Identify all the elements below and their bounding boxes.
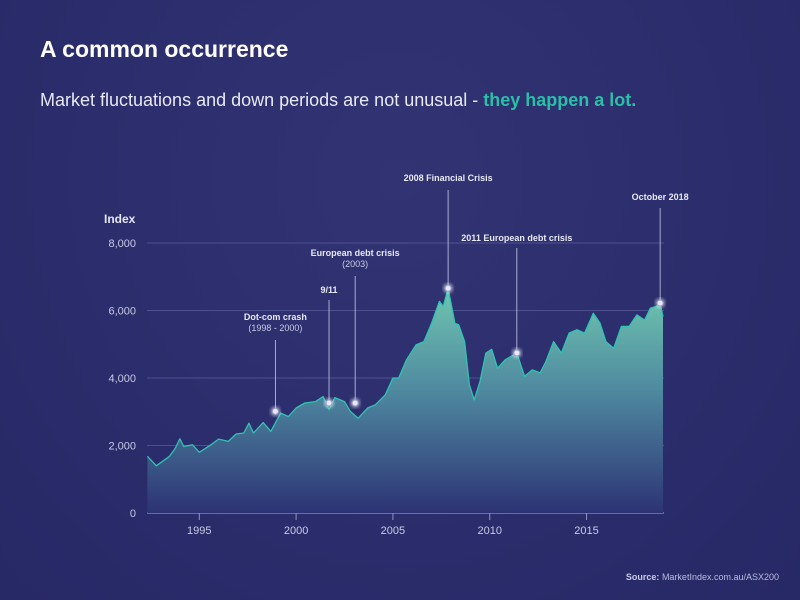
annotation-sublabel: (1998 - 2000) bbox=[248, 323, 302, 333]
annotation-marker bbox=[351, 399, 359, 407]
source-note: Source: MarketIndex.com.au/ASX200 bbox=[626, 572, 779, 582]
annotation: Dot-com crash(1998 - 2000) bbox=[244, 312, 307, 417]
y-tick-label: 0 bbox=[130, 508, 136, 520]
annotation-label: 2011 European debt crisis bbox=[461, 233, 572, 243]
y-tick-label: 2,000 bbox=[108, 441, 136, 453]
y-tick-label: 8,000 bbox=[108, 238, 136, 250]
annotation-label: European debt crisis bbox=[311, 248, 400, 258]
annotation-marker bbox=[513, 349, 521, 357]
annotation-sublabel: (2003) bbox=[342, 259, 368, 269]
page-title: A common occurrence bbox=[40, 36, 289, 62]
index-line bbox=[146, 287, 664, 467]
x-tick-label: 2010 bbox=[477, 525, 501, 537]
y-tick-label: 6,000 bbox=[108, 306, 136, 318]
source-text: MarketIndex.com.au/ASX200 bbox=[661, 572, 779, 582]
x-tick-label: 2005 bbox=[381, 525, 405, 537]
y-tick-label: 4,000 bbox=[108, 373, 136, 385]
annotation-label: 2008 Financial Crisis bbox=[404, 173, 493, 183]
annotation-label: October 2018 bbox=[632, 192, 689, 202]
annotation: 2011 European debt crisis bbox=[461, 233, 572, 359]
x-tick-label: 2015 bbox=[574, 525, 598, 537]
annotation: 9/11 bbox=[320, 285, 338, 408]
annotation-marker bbox=[325, 399, 333, 407]
annotation: October 2018 bbox=[632, 192, 689, 309]
annotation: European debt crisis(2003) bbox=[311, 248, 400, 408]
annotation-marker bbox=[656, 299, 664, 307]
subtitle-text: Market fluctuations and down periods are… bbox=[40, 90, 484, 110]
page-subtitle: Market fluctuations and down periods are… bbox=[40, 90, 636, 111]
source-label: Source: bbox=[625, 572, 660, 582]
annotation: 2008 Financial Crisis bbox=[404, 173, 493, 294]
y-axis-label: Index bbox=[104, 212, 136, 226]
annotation-marker bbox=[271, 407, 279, 415]
x-tick-label: 1995 bbox=[187, 525, 211, 537]
index-area bbox=[147, 288, 663, 513]
x-tick-label: 2000 bbox=[284, 525, 308, 537]
annotation-label: Dot-com crash bbox=[244, 312, 307, 322]
annotation-marker bbox=[444, 284, 452, 292]
annotation-label: 9/11 bbox=[320, 285, 337, 295]
subtitle-highlight: they happen a lot. bbox=[483, 90, 637, 110]
